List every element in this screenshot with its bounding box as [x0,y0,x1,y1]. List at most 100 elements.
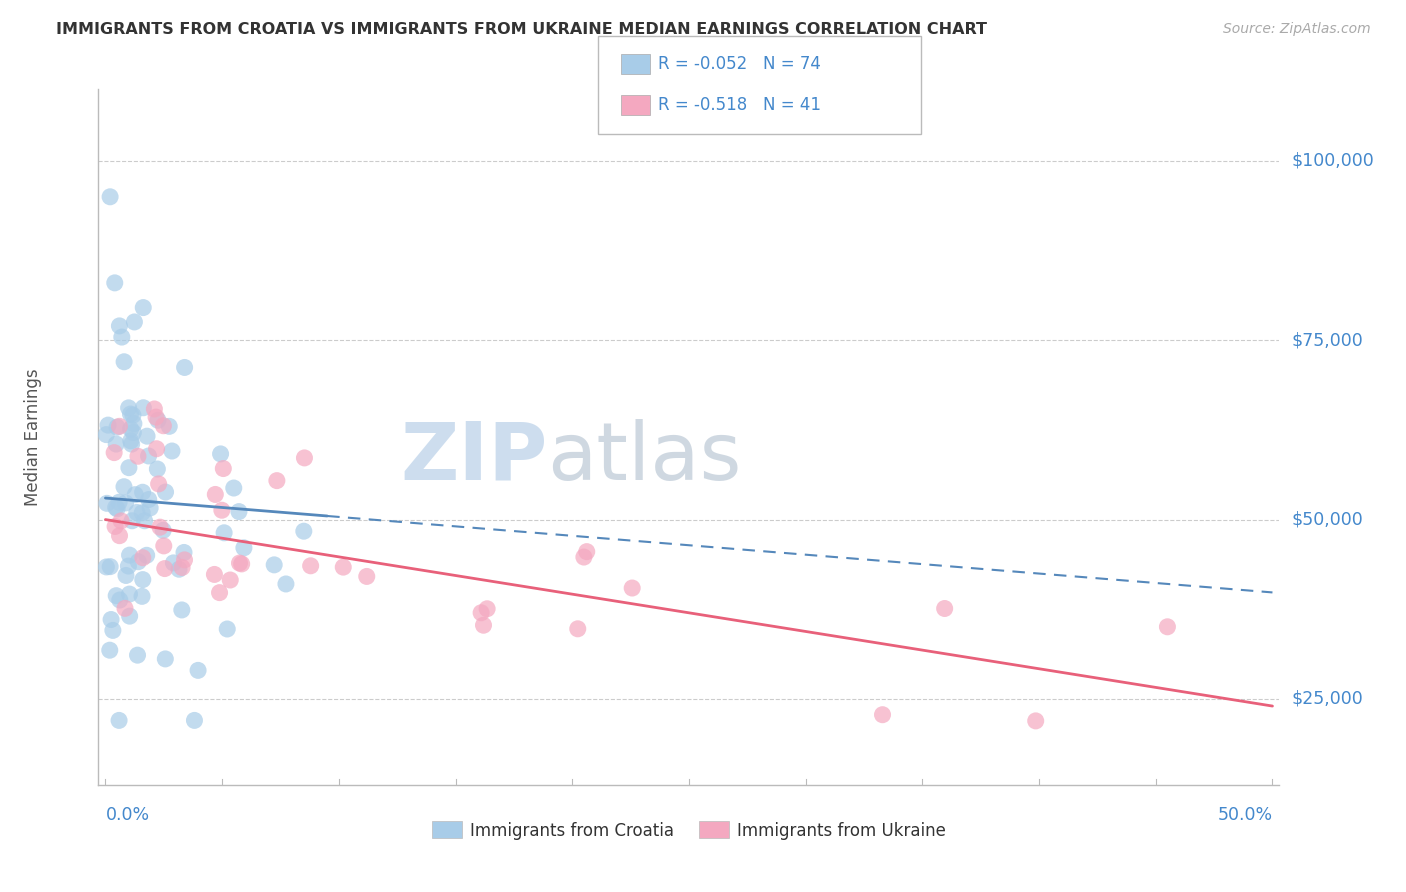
Point [101,624,124,638]
Point [138,492,160,507]
Point [475,601,498,615]
Point [127,648,149,662]
Point [132,401,155,415]
Point [228,556,250,570]
Point [204,567,226,582]
Point [153,561,176,575]
Point [274,577,297,591]
Point [127,555,149,569]
Text: 50.0%: 50.0% [1218,806,1272,824]
Point [155,485,177,500]
Point [211,503,233,517]
Point [118,587,141,601]
Point [120,434,142,448]
Point [172,560,194,574]
Point [105,420,128,434]
Point [110,514,132,528]
Point [152,539,174,553]
Point [567,622,589,636]
Point [121,514,143,528]
Point [114,496,136,510]
Point [96,427,118,442]
Text: atlas: atlas [547,419,741,497]
Point [132,550,155,565]
Point [149,520,172,534]
Point [266,474,288,488]
Point [132,301,155,315]
Text: $75,000: $75,000 [1291,331,1362,350]
Point [1156,620,1178,634]
Point [173,545,195,559]
Point [108,495,131,509]
Point [575,544,598,558]
Point [173,553,195,567]
Point [104,519,127,533]
Point [96,560,118,574]
Text: $50,000: $50,000 [1291,510,1362,529]
Point [100,613,122,627]
Point [98,190,121,204]
Point [108,714,131,728]
Point [299,558,322,573]
Text: $25,000: $25,000 [1291,690,1362,708]
Point [148,477,170,491]
Point [122,408,145,422]
Point [294,450,316,465]
Point [131,590,153,604]
Text: 0.0%: 0.0% [105,806,149,824]
Point [470,606,492,620]
Point [134,514,156,528]
Point [98,643,121,657]
Point [127,450,149,464]
Point [120,422,142,436]
Point [105,589,128,603]
Text: Source: ZipAtlas.com: Source: ZipAtlas.com [1223,22,1371,37]
Point [356,569,378,583]
Point [212,525,235,540]
Point [572,549,595,564]
Point [98,559,121,574]
Point [136,429,159,443]
Point [222,481,245,495]
Point [152,418,174,433]
Point [124,488,146,502]
Point [111,330,134,344]
Point [124,315,146,329]
Point [138,449,160,463]
Point [108,318,131,333]
Point [162,556,184,570]
Point [131,506,153,520]
Point [183,714,205,728]
Point [872,707,894,722]
Point [621,581,644,595]
Point [145,410,167,425]
Point [232,541,254,555]
Text: IMMIGRANTS FROM CROATIA VS IMMIGRANTS FROM UKRAINE MEDIAN EARNINGS CORRELATION C: IMMIGRANTS FROM CROATIA VS IMMIGRANTS FR… [56,22,987,37]
Point [112,480,135,494]
Point [187,664,209,678]
Point [103,445,125,459]
Point [117,401,139,415]
Point [105,501,128,516]
Point [122,425,145,440]
Point [292,524,315,539]
Point [118,548,141,562]
Point [167,562,190,576]
Point [108,529,131,543]
Point [143,401,166,416]
Point [217,622,239,636]
Point [212,461,235,475]
Point [105,437,128,451]
Point [104,276,127,290]
Point [208,585,231,599]
Point [146,462,169,476]
Point [472,618,495,632]
Point [135,549,157,563]
Point [118,609,141,624]
Point [263,558,285,572]
Point [125,506,148,520]
Point [97,418,120,433]
Point [1025,714,1047,728]
Point [146,413,169,427]
Point [122,417,145,431]
